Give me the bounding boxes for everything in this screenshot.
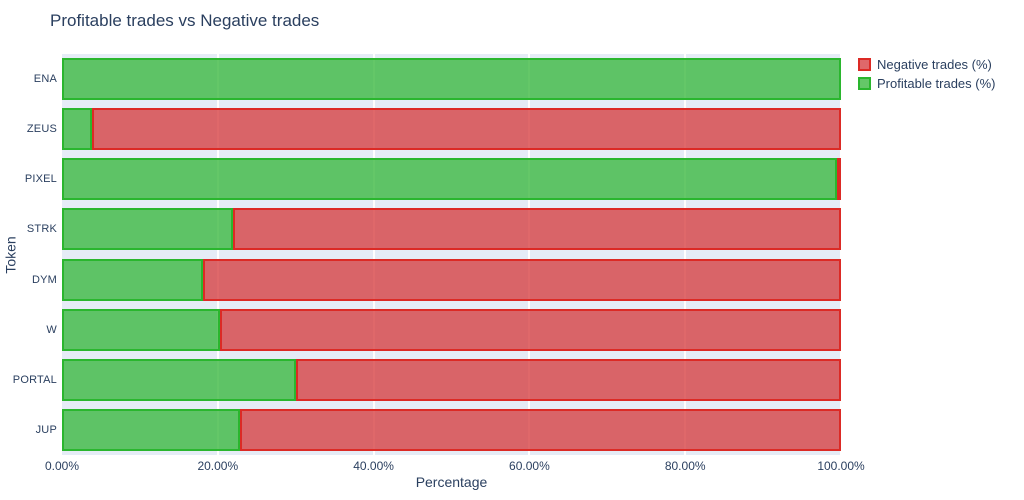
x-tick-label: 0.00%	[44, 459, 80, 473]
y-tick-label: DYM	[31, 273, 57, 286]
bar-segment-profitable[interactable]	[62, 258, 203, 301]
bar-row	[62, 255, 841, 305]
legend-item-label: Profitable trades (%)	[877, 76, 996, 91]
chart-title: Profitable trades vs Negative trades	[50, 11, 320, 30]
bar-segment-negative[interactable]	[92, 108, 841, 151]
gridline	[528, 54, 531, 455]
bar-segment-negative[interactable]	[202, 258, 841, 301]
bar-segment-profitable[interactable]	[62, 208, 234, 251]
bar-segment-profitable[interactable]	[62, 158, 837, 201]
bar-segment-profitable[interactable]	[62, 108, 93, 151]
legend-item-negative[interactable]: Negative trades (%)	[858, 55, 996, 74]
bar-segment-negative[interactable]	[295, 358, 841, 401]
bar-row	[62, 355, 841, 405]
gridline	[372, 54, 375, 455]
bar-track	[62, 358, 841, 401]
negative-swatch-icon	[858, 58, 871, 71]
bar-track	[62, 108, 841, 151]
bar-segment-negative[interactable]	[837, 158, 841, 201]
bar-track	[62, 258, 841, 301]
bar-track	[62, 308, 841, 351]
gridline	[216, 54, 219, 455]
legend-item-label: Negative trades (%)	[877, 57, 992, 72]
bar-row	[62, 104, 841, 154]
bar-segment-profitable[interactable]	[62, 58, 841, 101]
bar-row	[62, 305, 841, 355]
y-tick-label: W	[46, 323, 57, 336]
bars-layer	[62, 54, 841, 455]
x-tick-labels: 0.00% 20.00% 40.00% 60.00% 80.00% 100.00%	[45, 459, 865, 473]
bar-track	[62, 158, 841, 201]
y-tick-label: PIXEL	[24, 173, 57, 186]
bar-segment-profitable[interactable]	[62, 308, 221, 351]
bar-row	[62, 204, 841, 254]
y-tick-label: ZEUS	[26, 123, 57, 136]
gridline	[840, 54, 842, 455]
legend-item-profitable[interactable]: Profitable trades (%)	[858, 74, 996, 93]
y-tick-label: PORTAL	[12, 373, 57, 386]
bar-track	[62, 408, 841, 451]
bar-row	[62, 154, 841, 204]
x-tick-label: 40.00%	[353, 459, 394, 473]
bar-segment-negative[interactable]	[220, 308, 841, 351]
legend: Negative trades (%) Profitable trades (%…	[858, 55, 996, 93]
bar-segment-profitable[interactable]	[62, 408, 241, 451]
gridline	[684, 54, 687, 455]
y-tick-labels: ENA ZEUS PIXEL STRK DYM W PORTAL JUP	[0, 54, 57, 455]
bar-segment-negative[interactable]	[240, 408, 841, 451]
bar-segment-profitable[interactable]	[62, 358, 296, 401]
profitable-swatch-icon	[858, 77, 871, 90]
y-tick-label: ENA	[33, 73, 57, 86]
x-tick-label: 80.00%	[664, 459, 706, 473]
x-tick-label: 60.00%	[509, 459, 550, 473]
bar-segment-negative[interactable]	[233, 208, 841, 251]
plot-area	[62, 54, 842, 455]
bar-track	[62, 58, 841, 101]
x-tick-label: 100.00%	[817, 459, 865, 473]
bar-row	[62, 405, 841, 455]
x-axis-title: Percentage	[415, 474, 488, 490]
bar-track	[62, 208, 841, 251]
y-tick-label: STRK	[26, 223, 57, 236]
bar-row	[62, 54, 841, 104]
x-tick-label: 20.00%	[197, 459, 239, 473]
y-tick-label: JUP	[35, 423, 57, 436]
